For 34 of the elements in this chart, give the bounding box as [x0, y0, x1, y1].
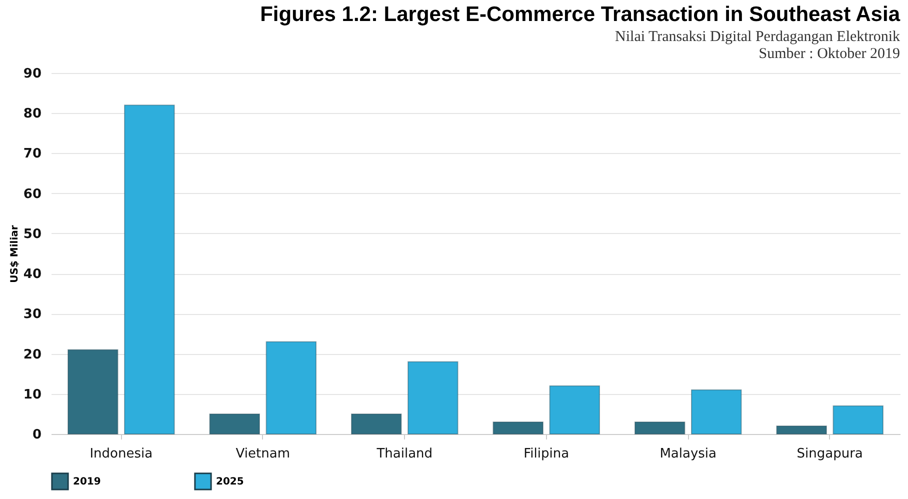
bar: [832, 405, 884, 434]
y-tick-label: 50: [23, 226, 42, 242]
y-tick-label: 70: [23, 146, 42, 162]
x-tick-label: Indonesia: [90, 446, 153, 462]
bar: [492, 421, 544, 434]
legend-label: 2025: [216, 476, 244, 488]
y-tick-label: 80: [23, 106, 42, 122]
bar: [266, 341, 317, 434]
x-tick-label: Filipina: [524, 446, 570, 462]
y-tick-label: 30: [23, 307, 42, 322]
chart-subtitle: Nilai Transaksi Digital Perdagangan Elektronik: [615, 29, 900, 45]
x-tick-label: Singapura: [796, 446, 863, 462]
y-tick-label: 90: [23, 66, 42, 82]
bar: [209, 413, 260, 434]
bar: [634, 421, 686, 434]
y-tick-label: 10: [23, 387, 42, 402]
chart-title: Figures 1.2: Largest E-Commerce Transaction in Southeast Asia: [260, 3, 900, 26]
legend-label: 2019: [73, 476, 101, 488]
bar: [350, 413, 402, 434]
bar: [549, 385, 600, 434]
x-tick-label: Malaysia: [660, 446, 717, 462]
bar: [408, 361, 458, 434]
y-tick-label: 60: [23, 186, 42, 202]
bar: [68, 349, 118, 434]
x-tick-label: Vietnam: [236, 446, 290, 462]
text: Sumber : Oktober 2019: [758, 46, 900, 62]
y-tick-label: 20: [23, 347, 42, 362]
y-tick-label: 40: [23, 267, 42, 282]
y-axis-title: US$ Miliar: [9, 225, 20, 283]
y-tick-label: 0: [32, 428, 42, 442]
bar: [690, 389, 742, 434]
bar: [776, 425, 827, 434]
bar: [124, 104, 175, 434]
x-tick-label: Thailand: [376, 446, 433, 462]
